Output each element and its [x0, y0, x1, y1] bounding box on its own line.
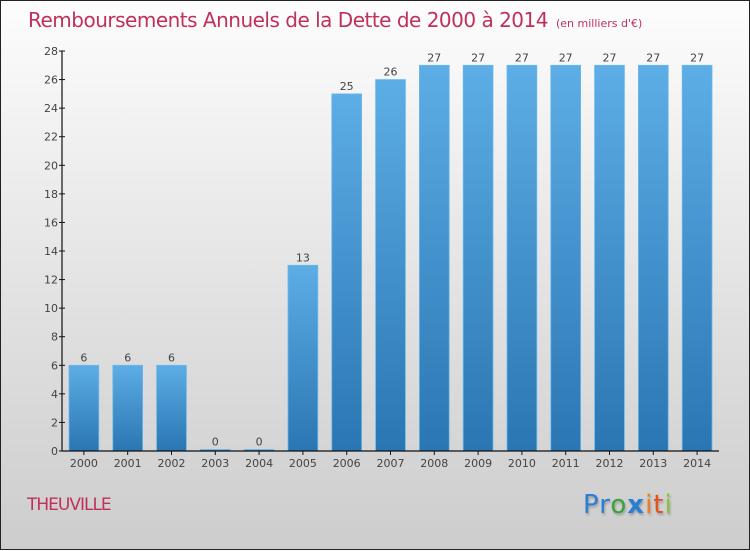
x-tick-label-2011: 2011	[552, 457, 580, 470]
logo-letter-6: i	[664, 490, 673, 520]
logo-letter-1: r	[599, 490, 611, 520]
y-tick-label-8: 8	[51, 331, 58, 344]
value-label-2010: 27	[515, 51, 529, 64]
bar-2006	[331, 93, 362, 452]
logo-letter-3: x	[627, 490, 646, 520]
bar-2011	[550, 64, 581, 452]
x-tick-label-2004: 2004	[245, 457, 273, 470]
value-label-2003: 0	[212, 436, 219, 449]
value-label-2006: 25	[340, 80, 354, 93]
y-tick-label-6: 6	[51, 359, 58, 372]
y-tick-label-12: 12	[44, 274, 58, 287]
y-tick-label-16: 16	[44, 216, 58, 229]
bar-2009	[462, 64, 494, 452]
bar-2010	[506, 64, 538, 452]
x-tick-label-2014: 2014	[683, 457, 711, 470]
y-tick-label-2: 2	[51, 416, 58, 429]
axes-group: 2000 2001 2002 2003 2004 2005 2006 2007 2008 2009…	[44, 45, 719, 470]
x-tick-label-2012: 2012	[596, 457, 624, 470]
x-tick-label-2003: 2003	[201, 457, 229, 470]
chart-unit: (en milliers d'€)	[555, 17, 643, 30]
value-label-2001: 6	[124, 351, 131, 364]
y-tick-label-26: 26	[44, 74, 58, 87]
chart-title-text: Remboursements Annuels de la Dette de 20…	[28, 8, 548, 32]
y-tick-label-4: 4	[51, 388, 58, 401]
value-label-2012: 27	[603, 51, 617, 64]
x-tick-label-2002: 2002	[158, 457, 186, 470]
x-tick-label-2001: 2001	[114, 457, 142, 470]
logo-letter-0: P	[583, 490, 600, 520]
y-tick-label-24: 24	[44, 102, 58, 115]
x-tick-label-2010: 2010	[508, 457, 536, 470]
logo-letter-2: o	[610, 490, 628, 520]
x-tick-label-2007: 2007	[377, 457, 405, 470]
value-label-2014: 27	[690, 51, 704, 64]
bar-2005	[287, 264, 319, 452]
proxiti-logo[interactable]: Proxiti	[583, 490, 673, 520]
y-tick-label-28: 28	[44, 45, 58, 58]
chart-title: Remboursements Annuels de la Dette de 20…	[28, 8, 642, 32]
y-tick-label-0: 0	[51, 445, 58, 458]
value-label-2002: 6	[168, 351, 175, 364]
bar-2013	[638, 64, 669, 452]
value-label-2000: 6	[80, 351, 87, 364]
value-label-2008: 27	[427, 51, 441, 64]
y-tick-label-18: 18	[44, 188, 58, 201]
x-tick-label-2005: 2005	[289, 457, 317, 470]
x-tick-label-2013: 2013	[639, 457, 667, 470]
bars-group: 6 6 6 0 0 13 25 26 27 27 27 27 27 27 27	[68, 51, 713, 452]
y-tick-label-10: 10	[44, 302, 58, 315]
x-tick-label-2000: 2000	[70, 457, 98, 470]
bar-2000	[68, 364, 100, 452]
value-label-2005: 13	[296, 251, 310, 264]
value-label-2011: 27	[559, 51, 573, 64]
y-tick-label-22: 22	[44, 131, 58, 144]
value-label-2013: 27	[646, 51, 660, 64]
bar-2014	[681, 64, 713, 452]
value-label-2009: 27	[471, 51, 485, 64]
city-name: THEUVILLE	[27, 495, 112, 515]
bar-2001	[112, 364, 144, 452]
logo-letter-5: t	[653, 490, 665, 520]
x-tick-label-2008: 2008	[420, 457, 448, 470]
x-tick-label-2009: 2009	[464, 457, 492, 470]
bar-2002	[156, 364, 187, 452]
y-tick-label-14: 14	[44, 245, 58, 258]
bar-2007	[375, 79, 406, 452]
value-label-2004: 0	[256, 436, 263, 449]
y-tick-label-20: 20	[44, 159, 58, 172]
logo-letter-4: i	[645, 490, 654, 520]
value-label-2007: 26	[384, 66, 398, 79]
bar-2012	[594, 64, 625, 452]
x-tick-label-2006: 2006	[333, 457, 361, 470]
bar-2008	[418, 64, 450, 452]
